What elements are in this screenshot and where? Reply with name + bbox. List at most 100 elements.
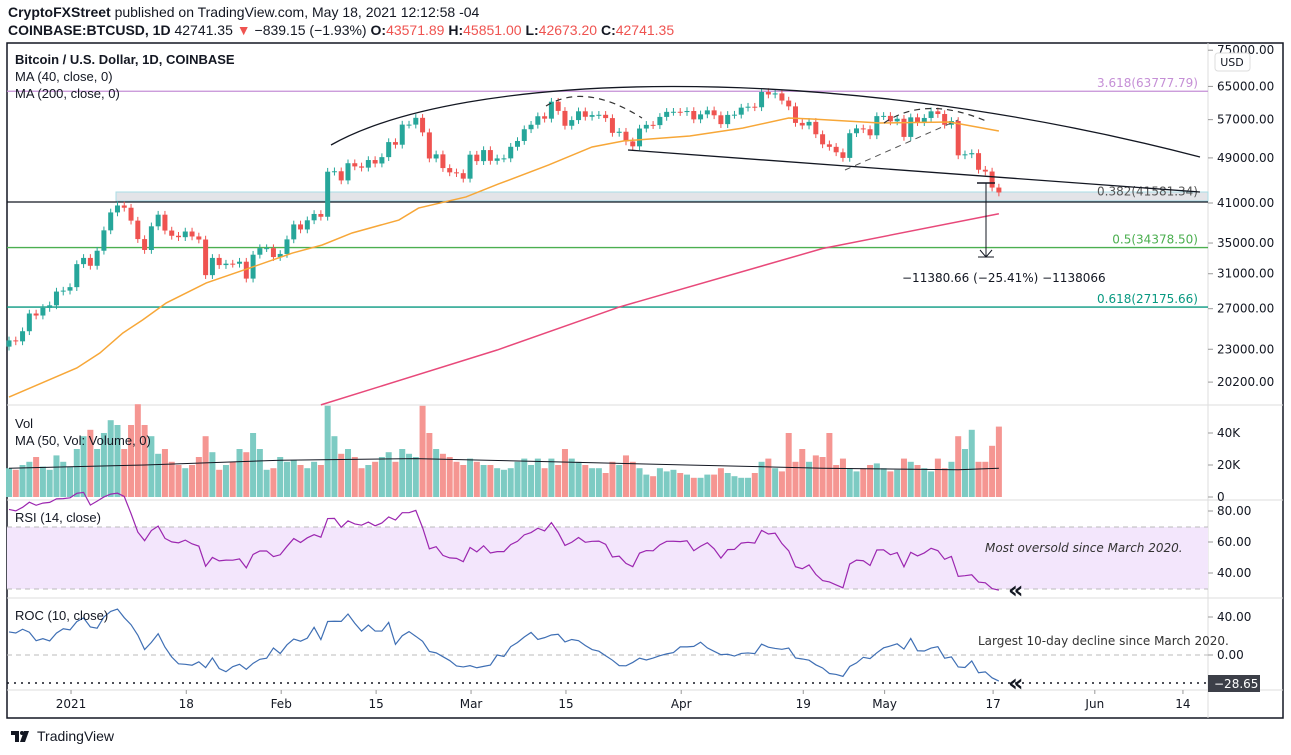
dashed-trendline[interactable] bbox=[844, 119, 959, 171]
rounding-top-arc[interactable] bbox=[330, 85, 1201, 158]
volume-bar bbox=[975, 461, 982, 497]
volume-bar bbox=[283, 461, 290, 497]
candle-up bbox=[637, 128, 643, 147]
candle-down bbox=[420, 117, 426, 133]
candle-up bbox=[670, 111, 676, 113]
candle-up bbox=[148, 226, 154, 250]
volume-bar bbox=[609, 461, 616, 497]
candle-up bbox=[772, 93, 778, 95]
volume-bar bbox=[941, 468, 948, 497]
candle-down bbox=[691, 111, 697, 120]
volume-bar bbox=[189, 465, 196, 497]
candle-down bbox=[142, 239, 148, 250]
price-change: −839.15 (−1.93%) bbox=[254, 22, 367, 38]
time-tick-label: 18 bbox=[179, 697, 194, 711]
time-tick-label: Apr bbox=[671, 697, 692, 711]
volume-bar bbox=[487, 465, 494, 497]
volume-bar bbox=[209, 452, 216, 497]
volume-bar bbox=[745, 477, 752, 497]
volume-bar bbox=[677, 473, 684, 497]
volume-bar bbox=[297, 465, 304, 497]
candle-up bbox=[311, 213, 317, 221]
candle-down bbox=[860, 128, 866, 130]
legend-rsi[interactable]: RSI (14, close) bbox=[15, 510, 101, 525]
volume-bar bbox=[426, 433, 433, 497]
legend-title[interactable]: Bitcoin / U.S. Dollar, 1D, COINBASE bbox=[15, 52, 235, 67]
candle-down bbox=[677, 111, 683, 113]
down-triangle-icon: ▼ bbox=[236, 22, 251, 38]
volume-bar bbox=[636, 468, 643, 497]
volume-bar bbox=[514, 461, 521, 497]
candle-up bbox=[759, 92, 765, 108]
candle-down bbox=[792, 106, 798, 123]
support-zone[interactable] bbox=[115, 191, 1209, 202]
candle-up bbox=[725, 114, 731, 125]
legend-vol[interactable]: Vol bbox=[15, 416, 34, 431]
volume-bar bbox=[724, 473, 731, 497]
volume-bar bbox=[453, 461, 460, 497]
legend-vol-ma[interactable]: MA (50, Vol: Volume, 0) bbox=[15, 433, 151, 448]
volume-bar bbox=[6, 468, 12, 497]
volume-bar bbox=[406, 453, 413, 497]
volume-bar bbox=[995, 426, 1002, 497]
price-tick-label: 49000.00 bbox=[1217, 151, 1274, 165]
candle-down bbox=[826, 144, 832, 147]
volume-bar bbox=[148, 436, 155, 497]
price-tick-label: 65000.00 bbox=[1217, 79, 1274, 93]
volume-bar bbox=[141, 425, 148, 497]
volume-bar bbox=[853, 471, 860, 497]
publisher-name[interactable]: CryptoFXStreet bbox=[8, 4, 111, 20]
candle-down bbox=[867, 129, 873, 136]
volume-bar bbox=[399, 449, 406, 497]
neckline[interactable] bbox=[627, 149, 1201, 193]
roc-line bbox=[8, 608, 1000, 682]
candle-up bbox=[515, 140, 520, 147]
candle-down bbox=[623, 131, 629, 142]
volume-bar bbox=[643, 474, 650, 497]
legend-ma40[interactable]: MA (40, close, 0) bbox=[15, 69, 113, 84]
volume-bar bbox=[521, 458, 528, 497]
volume-bar bbox=[358, 468, 365, 497]
volume-bar bbox=[887, 471, 894, 497]
volume-bar bbox=[311, 461, 318, 497]
candle-up bbox=[616, 131, 622, 133]
candle-up bbox=[26, 313, 32, 332]
volume-bar bbox=[629, 461, 636, 497]
volume-bar bbox=[378, 457, 385, 497]
volume-bar bbox=[961, 449, 968, 497]
volume-bar bbox=[250, 433, 257, 497]
volume-bar bbox=[473, 461, 480, 497]
currency-badge[interactable] bbox=[1214, 52, 1251, 72]
candle-up bbox=[284, 239, 290, 254]
candle-up bbox=[304, 220, 310, 230]
time-tick-label: Feb bbox=[271, 697, 292, 711]
arrow-head-icon bbox=[978, 249, 994, 258]
volume-bar bbox=[765, 458, 772, 497]
volume-bar bbox=[433, 449, 440, 497]
footer-brand[interactable]: TradingView bbox=[10, 728, 114, 744]
legend-roc[interactable]: ROC (10, close) bbox=[15, 608, 109, 623]
time-tick-label: May bbox=[872, 697, 897, 711]
time-tick-label: Jun bbox=[1084, 697, 1104, 711]
volume-bar bbox=[385, 452, 392, 497]
volume-bar bbox=[195, 457, 202, 497]
legend-ma200[interactable]: MA (200, close, 0) bbox=[15, 86, 120, 101]
candle-up bbox=[264, 248, 270, 250]
volume-bar bbox=[731, 476, 738, 497]
candle-up bbox=[698, 114, 704, 120]
candle-down bbox=[176, 235, 181, 238]
candle-up bbox=[277, 253, 283, 258]
volume-bar bbox=[873, 463, 880, 497]
volume-bar bbox=[989, 445, 996, 497]
candle-down bbox=[935, 111, 941, 115]
candle-down bbox=[542, 116, 548, 119]
volume-bar bbox=[507, 468, 514, 497]
dashed-arc-right[interactable] bbox=[883, 107, 987, 124]
candle-up bbox=[928, 111, 934, 118]
dashed-arc-left[interactable] bbox=[545, 95, 643, 119]
volume-bar bbox=[738, 477, 745, 497]
volume-bars bbox=[6, 404, 1002, 497]
candle-up bbox=[108, 212, 114, 231]
